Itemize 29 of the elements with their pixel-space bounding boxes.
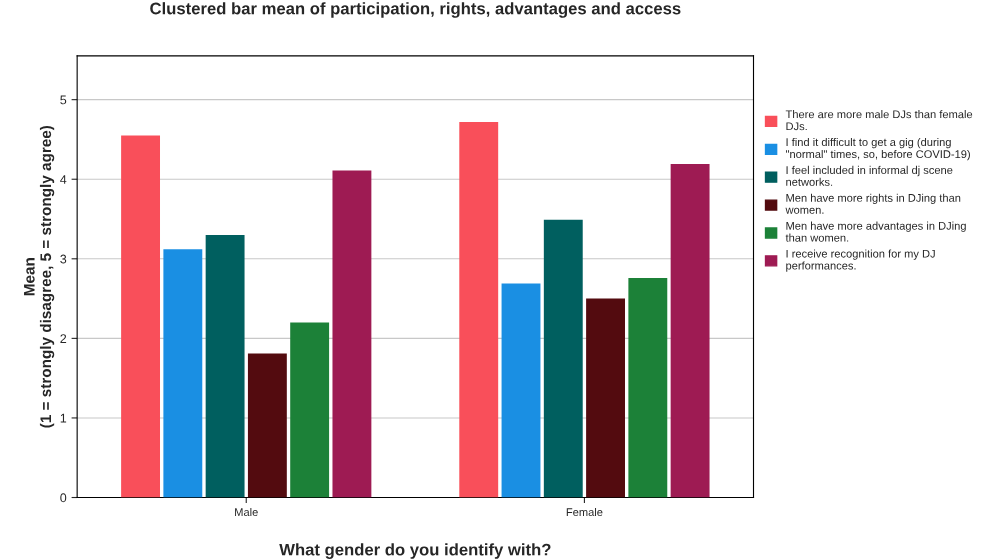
legend-label: I find it difficult to get a gig (during "normal" times, so, before COVID-19) xyxy=(786,137,970,161)
bar xyxy=(121,135,161,498)
legend-label: Men have more rights in DJing than women. xyxy=(785,193,961,214)
bar xyxy=(628,277,668,498)
bar xyxy=(501,283,541,498)
bar xyxy=(670,164,710,498)
chart-title: Clustered bar mean of participation, rights, advantages and access xyxy=(150,2,681,18)
bar xyxy=(332,170,372,498)
y-axis-title: Mean (1 = strongly disagree, 5 = strongly agree) xyxy=(24,125,55,428)
y-tick-label: 3 xyxy=(60,254,67,264)
y-tick-label: 0 xyxy=(60,493,67,503)
bar xyxy=(586,298,625,498)
bar xyxy=(459,121,499,498)
bar xyxy=(205,234,245,498)
y-tick-label: 4 xyxy=(60,175,67,184)
legend-label: I receive recognition for my DJ performances. xyxy=(786,249,935,272)
legend-label: I feel included in informal dj scene networks. xyxy=(786,165,953,186)
y-tick-label: 2 xyxy=(60,334,67,343)
legend-label: Men have more advantages in DJing than women. xyxy=(785,221,966,242)
bar xyxy=(543,219,583,498)
bar xyxy=(290,322,330,498)
y-tick-label: 1 xyxy=(60,413,67,423)
x-tick-label: Male xyxy=(235,507,258,517)
x-axis-title: What gender do you identify with? xyxy=(279,543,551,559)
y-tick-label: 5 xyxy=(60,95,67,105)
x-tick-label: Female xyxy=(566,507,603,517)
legend-label: There are more male DJs than female DJs. xyxy=(785,110,973,131)
bar xyxy=(247,353,287,498)
bar xyxy=(163,249,203,498)
